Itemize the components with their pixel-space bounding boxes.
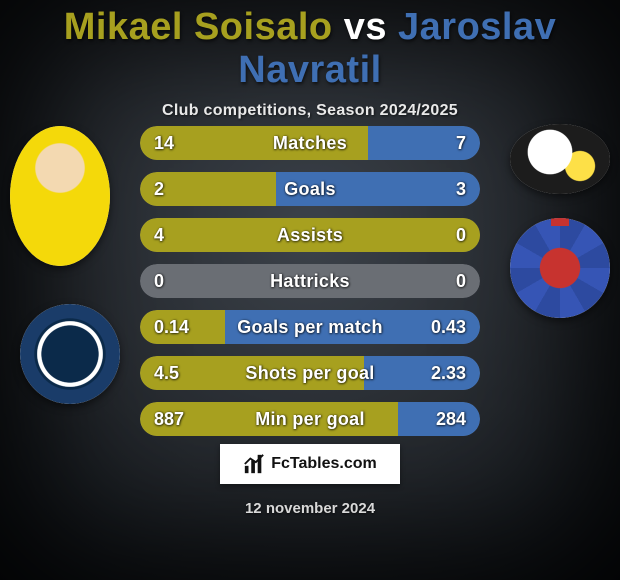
club-2-crest <box>510 218 610 318</box>
player-1-avatar <box>10 126 110 266</box>
stat-label: Hattricks <box>140 264 480 298</box>
stat-label: Min per goal <box>140 402 480 436</box>
player-photo-icon <box>510 124 610 194</box>
date-stamp: 12 november 2024 <box>245 500 375 517</box>
stat-label: Shots per goal <box>140 356 480 390</box>
stat-row: 00Hattricks <box>140 264 480 298</box>
stat-row: 0.140.43Goals per match <box>140 310 480 344</box>
player-photo-icon <box>10 126 110 266</box>
club-crest-icon <box>20 304 120 404</box>
stat-row: 887284Min per goal <box>140 402 480 436</box>
brand-text: FcTables.com <box>271 455 377 473</box>
stat-row: 23Goals <box>140 172 480 206</box>
title-vs: vs <box>344 6 387 48</box>
player-2-avatar <box>510 124 610 194</box>
title-player-1: Mikael Soisalo <box>64 6 333 48</box>
comparison-bars: 147Matches 23Goals 40Assists 00Hattricks 0.1… <box>140 126 480 436</box>
stat-label: Assists <box>140 218 480 252</box>
stat-label: Goals per match <box>140 310 480 344</box>
brand-badge[interactable]: FcTables.com <box>220 444 400 484</box>
brand-logo-icon <box>243 453 265 475</box>
stat-label: Matches <box>140 126 480 160</box>
content: Mikael Soisalo vs Jaroslav Navratil Club… <box>0 0 620 580</box>
stat-row: 147Matches <box>140 126 480 160</box>
page-title: Mikael Soisalo vs Jaroslav Navratil <box>0 0 620 92</box>
stat-row: 40Assists <box>140 218 480 252</box>
club-1-crest <box>20 304 120 404</box>
club-crest-icon <box>510 218 610 318</box>
stat-row: 4.52.33Shots per goal <box>140 356 480 390</box>
stat-label: Goals <box>140 172 480 206</box>
subtitle: Club competitions, Season 2024/2025 <box>0 102 620 120</box>
